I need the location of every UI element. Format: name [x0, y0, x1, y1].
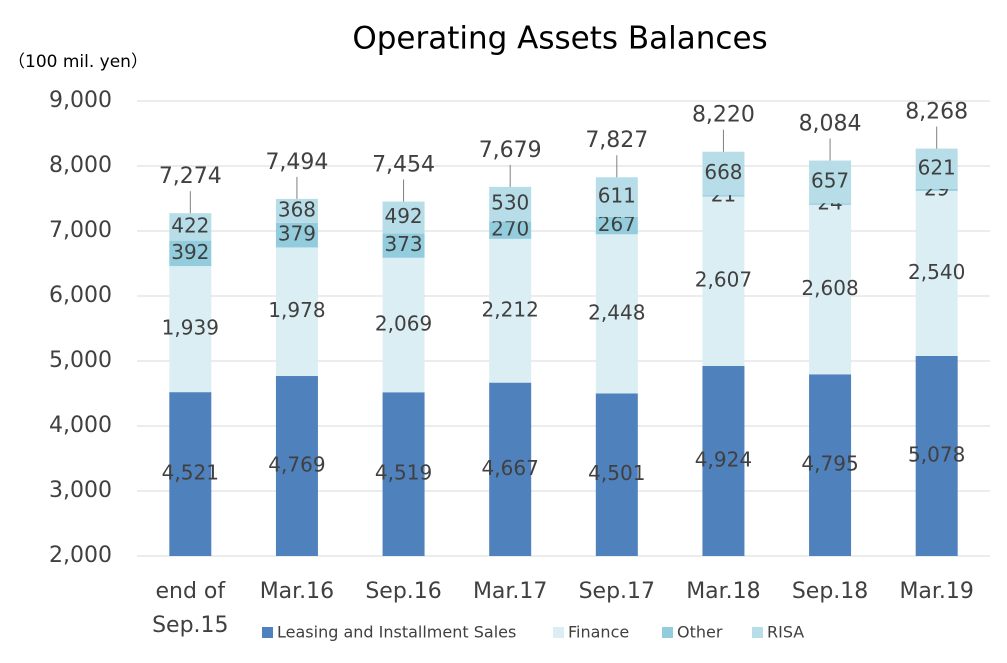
bar-segment — [169, 240, 212, 267]
bar-segment — [595, 216, 638, 235]
bar-segment — [702, 196, 745, 366]
bar-segment — [595, 393, 638, 556]
bar-segment — [169, 392, 212, 556]
bar-segment — [382, 392, 425, 556]
y-tick-label: 9,000 — [49, 88, 112, 113]
y-tick-label: 4,000 — [49, 413, 112, 438]
data-label: 1,978 — [268, 298, 325, 322]
y-tick-label: 7,000 — [49, 218, 112, 243]
x-tick-label: Sep.18 — [792, 579, 868, 604]
bar-segment — [915, 188, 958, 191]
data-label: 373 — [384, 232, 422, 256]
total-label: 7,454 — [372, 152, 435, 177]
x-tick-label: Mar.16 — [260, 579, 334, 604]
data-label: 5,078 — [908, 442, 965, 466]
bar-segment — [382, 257, 425, 393]
data-label: 2,608 — [801, 276, 858, 300]
legend-swatch — [553, 627, 564, 638]
bar-segment — [809, 204, 852, 375]
data-label: 422 — [171, 213, 209, 237]
x-tick-label: Sep.16 — [365, 579, 441, 604]
data-label: 4,667 — [482, 456, 539, 480]
chart-title: Operating Assets Balances — [352, 21, 767, 57]
bar-segment — [915, 190, 958, 356]
data-label: 657 — [811, 168, 849, 192]
bar-segment — [809, 374, 852, 556]
bar-segment — [275, 376, 318, 556]
y-tick-label: 2,000 — [49, 543, 112, 568]
x-tick-label: Mar.19 — [899, 579, 973, 604]
bar-segment — [702, 151, 745, 196]
total-label: 7,274 — [159, 164, 222, 189]
bar-segment — [169, 213, 212, 241]
data-label: 4,795 — [801, 452, 858, 476]
bar-segment — [489, 186, 532, 222]
x-tick-label: Sep.17 — [579, 579, 655, 604]
data-label: 611 — [598, 184, 636, 208]
total-label: 7,827 — [585, 128, 648, 153]
data-label: 4,501 — [588, 461, 645, 485]
bar-segment — [489, 382, 532, 556]
x-tick-label: Mar.18 — [686, 579, 760, 604]
legend-swatch — [262, 627, 273, 638]
bar-segment — [915, 355, 958, 556]
bar-segment — [169, 266, 212, 393]
bar-segment — [809, 203, 852, 205]
total-label: 8,268 — [905, 100, 968, 125]
bar-segment — [702, 195, 745, 197]
bar-segment — [595, 177, 638, 217]
bar-segment — [489, 238, 532, 383]
data-label: 2,212 — [482, 297, 539, 321]
y-axis-label: （100 mil. yen） — [8, 52, 148, 72]
data-label: 492 — [384, 204, 422, 228]
bar-segment — [275, 198, 318, 223]
total-label: 7,679 — [479, 138, 542, 163]
bar-segment — [275, 247, 318, 377]
bar-segment — [809, 160, 852, 204]
legend-label: RISA — [767, 623, 804, 642]
x-tick-label: Mar.17 — [473, 579, 547, 604]
data-label: 2,607 — [695, 268, 752, 292]
data-label: 2,448 — [588, 300, 645, 324]
total-label: 7,494 — [265, 150, 328, 175]
x-tick-label: end of Sep.15 — [152, 579, 228, 638]
legend-label: Leasing and Installment Sales — [277, 623, 516, 642]
y-tick-label: 8,000 — [49, 153, 112, 178]
y-tick-label: 5,000 — [49, 348, 112, 373]
legend-swatch — [662, 627, 673, 638]
data-label: 530 — [491, 191, 529, 215]
bar-segment — [595, 234, 638, 394]
bar-segment — [702, 365, 745, 556]
data-label: 2,540 — [908, 260, 965, 284]
legend-label: Other — [677, 623, 723, 642]
bar-segment — [382, 201, 425, 234]
data-label: 392 — [171, 240, 209, 264]
legend-label: Finance — [568, 623, 629, 642]
data-label: 621 — [918, 155, 956, 179]
bar-segment — [382, 233, 425, 258]
y-tick-label: 3,000 — [49, 478, 112, 503]
data-label: 4,769 — [268, 453, 325, 477]
total-label: 8,220 — [692, 103, 755, 128]
data-label: 4,521 — [162, 461, 219, 485]
data-label: 368 — [278, 197, 316, 221]
data-label: 1,939 — [162, 316, 219, 340]
bar-segment — [489, 221, 532, 239]
data-label: 668 — [704, 160, 742, 184]
data-label: 2,069 — [375, 312, 432, 336]
bar-segment — [915, 148, 958, 189]
bar-segment — [275, 222, 318, 248]
data-label: 4,924 — [695, 447, 752, 471]
data-label: 4,519 — [375, 461, 432, 485]
legend-swatch — [752, 627, 763, 638]
y-tick-label: 6,000 — [49, 283, 112, 308]
data-label: 379 — [278, 222, 316, 246]
total-label: 8,084 — [799, 112, 862, 137]
